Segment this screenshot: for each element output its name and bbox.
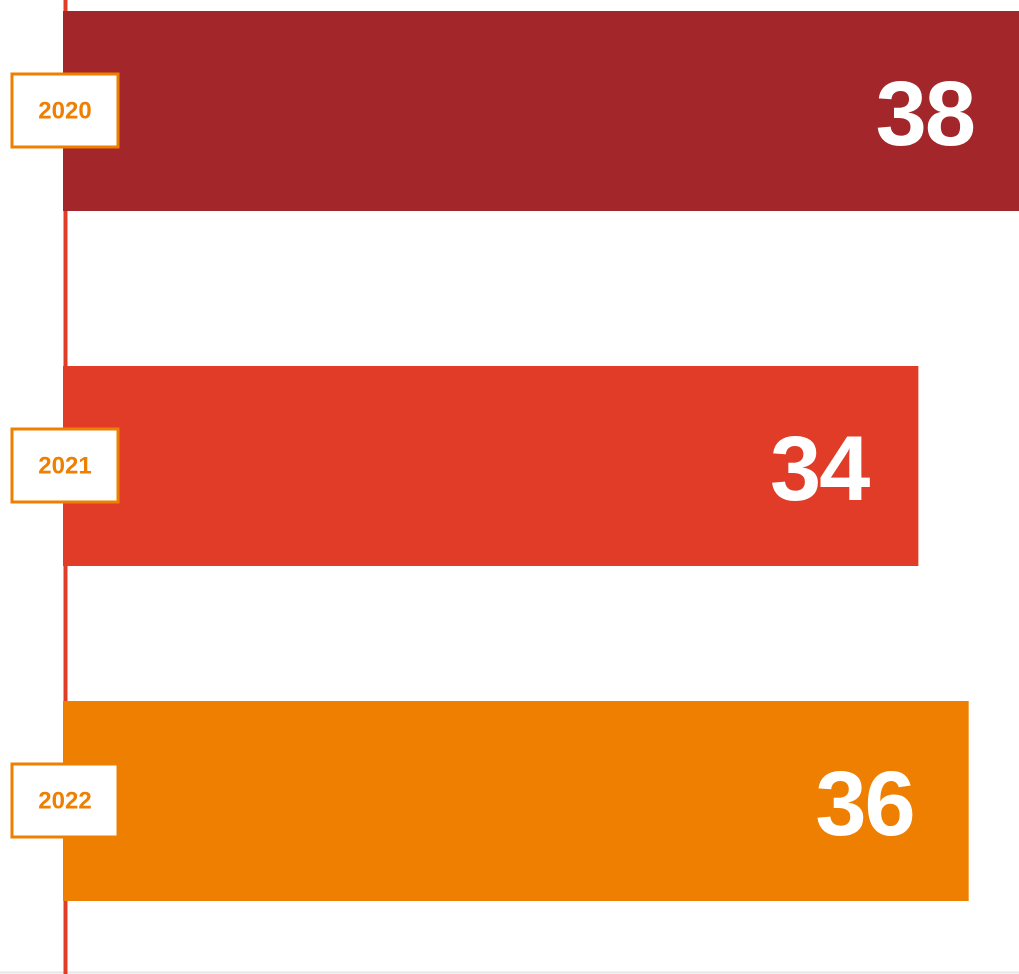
- category-label: 2022: [38, 788, 91, 815]
- category-box: [10, 72, 120, 149]
- bar: [63, 366, 919, 566]
- category-label: 2021: [38, 453, 91, 480]
- value-label: 36: [815, 753, 913, 855]
- bar: [63, 701, 969, 901]
- bar: [63, 11, 1019, 211]
- category-box: [10, 762, 120, 839]
- value-label: 34: [770, 418, 870, 520]
- value-label: 38: [876, 63, 974, 165]
- category-box: [10, 427, 120, 504]
- category-label: 2020: [38, 98, 91, 125]
